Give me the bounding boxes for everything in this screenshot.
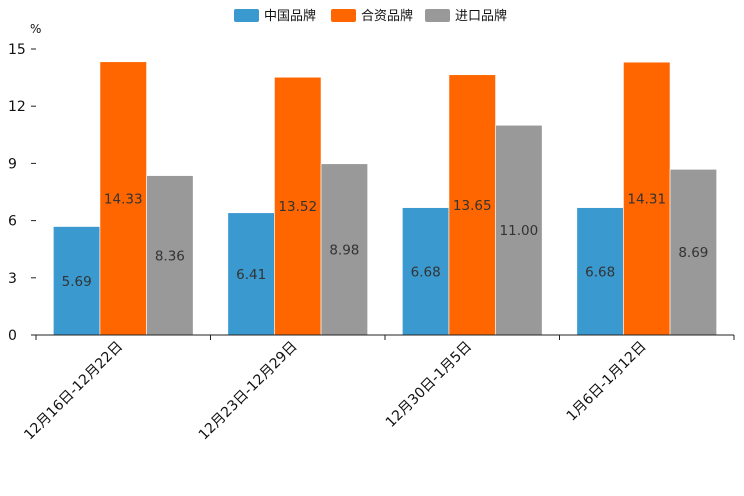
data-label: 8.36	[155, 248, 185, 264]
data-label: 13.65	[453, 198, 492, 214]
bar[interactable]	[146, 175, 194, 336]
y-tick-label: 9	[8, 156, 17, 172]
y-tick-label: 12	[8, 99, 26, 115]
bar[interactable]	[402, 207, 450, 336]
legend-label: 进口品牌	[455, 8, 507, 24]
x-axis: 12月16日-12月22日 12月23日-12月29日 12月30日-1月5日 1月6…	[21, 334, 735, 444]
legend-label: 合资品牌	[361, 8, 413, 24]
y-tick-label: 6	[8, 214, 17, 230]
data-label: 8.98	[329, 242, 359, 258]
x-tick-label: 12月30日-1月5日	[383, 339, 475, 431]
bar[interactable]	[448, 74, 496, 336]
data-label: 14.31	[627, 192, 666, 208]
data-label: 11.00	[500, 223, 539, 239]
y-axis: 0 3 6 9 12 15	[8, 42, 36, 344]
bar[interactable]	[274, 76, 322, 336]
legend-item-2[interactable]: 合资品牌	[331, 8, 413, 24]
bars: 5.69 14.33 8.36 6.41 13.52 8.98 6.68 13.65 11.00…	[53, 61, 717, 336]
data-label: 13.52	[278, 199, 317, 215]
bar[interactable]	[227, 212, 275, 336]
data-label: 6.41	[236, 267, 266, 283]
y-axis-unit: %	[30, 22, 41, 36]
legend-item-3[interactable]: 进口品牌	[425, 8, 507, 24]
bar[interactable]	[669, 169, 717, 336]
bar[interactable]	[320, 163, 368, 336]
legend: 中国品牌 合资品牌 进口品牌	[234, 8, 507, 24]
data-label: 6.68	[585, 264, 615, 280]
legend-label: 中国品牌	[264, 8, 316, 24]
y-tick-label: 0	[8, 328, 17, 344]
x-tick-label: 12月23日-12月29日	[196, 339, 301, 444]
x-tick-label: 1月6日-1月12日	[564, 339, 650, 425]
legend-swatch	[331, 9, 356, 22]
bar[interactable]	[623, 61, 671, 336]
legend-swatch	[425, 9, 450, 22]
data-label: 5.69	[62, 274, 92, 290]
data-label: 8.69	[678, 245, 708, 261]
x-tick-label: 12月16日-12月22日	[21, 339, 126, 444]
bar[interactable]	[576, 207, 624, 336]
y-tick-label: 15	[8, 42, 26, 58]
legend-swatch	[234, 9, 259, 22]
y-tick-label: 3	[8, 271, 17, 287]
data-label: 6.68	[411, 264, 441, 280]
data-label: 14.33	[104, 191, 143, 207]
legend-item-1[interactable]: 中国品牌	[234, 8, 316, 24]
